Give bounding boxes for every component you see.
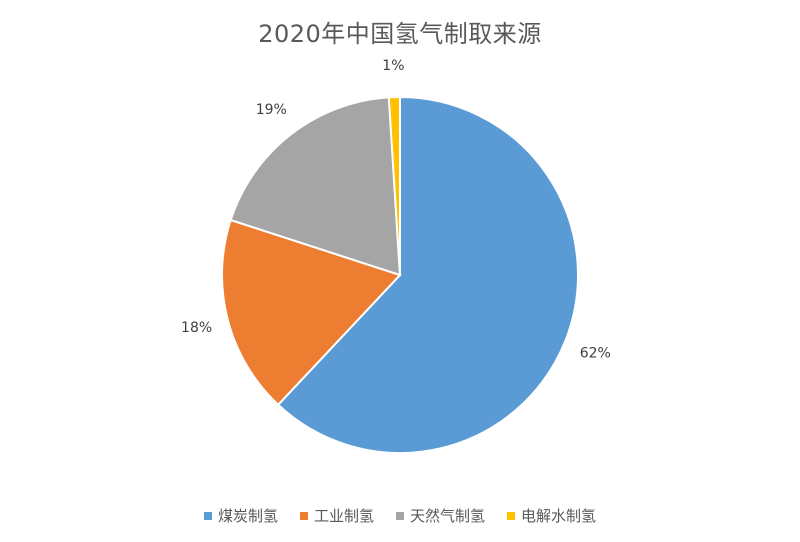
legend-item-coal: 煤炭制氢 bbox=[203, 505, 278, 526]
chart-title: 2020年中国氢气制取来源 bbox=[258, 20, 542, 48]
pie-slice-natural-gas bbox=[229, 96, 402, 277]
pie-slice-electrolysis bbox=[387, 95, 401, 276]
legend-swatch-natural-gas bbox=[396, 511, 404, 520]
legend-swatch-industrial bbox=[299, 511, 308, 520]
legend-swatch-coal bbox=[203, 511, 212, 520]
legend-label-coal: 煤炭制氢 bbox=[217, 507, 278, 525]
chart-legend: 煤炭制氢 工业制氢 天然气制氢 电解水制氢 bbox=[0, 505, 800, 526]
legend-item-electrolysis: 电解水制氢 bbox=[507, 505, 596, 526]
legend-swatch-electrolysis bbox=[507, 511, 516, 520]
data-label-coal: 62% bbox=[580, 345, 611, 361]
legend-label-electrolysis: 电解水制氢 bbox=[521, 507, 597, 525]
legend-label-natural-gas: 天然气制氢 bbox=[410, 507, 486, 525]
pie-slice-coal bbox=[276, 95, 579, 454]
pie-slice-industrial bbox=[221, 218, 402, 407]
data-label-electrolysis: 1% bbox=[382, 58, 404, 74]
legend-item-industrial: 工业制氢 bbox=[299, 505, 374, 526]
data-label-natural-gas: 19% bbox=[256, 102, 287, 118]
legend-label-industrial: 工业制氢 bbox=[313, 507, 374, 525]
legend-item-natural-gas: 天然气制氢 bbox=[396, 505, 485, 526]
data-label-industrial: 18% bbox=[181, 320, 212, 336]
